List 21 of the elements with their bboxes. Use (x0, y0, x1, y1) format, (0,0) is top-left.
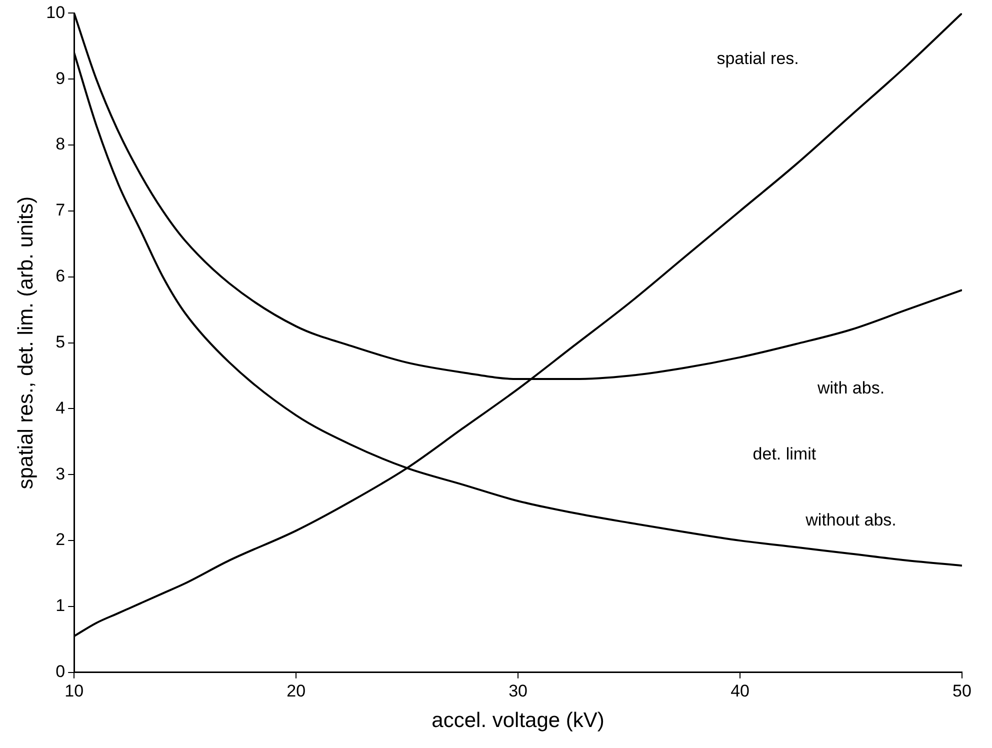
y-tick-label: 4 (56, 398, 66, 418)
x-axis-title: accel. voltage (kV) (432, 709, 604, 732)
x-tick-label: 20 (286, 681, 306, 700)
y-tick-label: 2 (56, 530, 66, 550)
annotation: spatial res. (716, 49, 799, 68)
y-tick-label: 3 (56, 464, 66, 484)
annotation: without abs. (804, 510, 896, 530)
y-tick-label: 1 (56, 596, 66, 616)
y-axis-title: spatial res., det. lim. (arb. units) (14, 196, 38, 490)
y-tick-label: 8 (56, 134, 66, 154)
y-tick-label: 7 (56, 200, 66, 220)
x-tick-label: 50 (952, 681, 972, 700)
y-tick-label: 9 (56, 68, 66, 88)
y-tick-label: 0 (56, 662, 66, 682)
y-tick-label: 10 (46, 2, 66, 22)
annotation: det. limit (752, 444, 816, 464)
annotation: with abs. (816, 378, 885, 398)
x-tick-label: 30 (508, 681, 528, 700)
y-tick-label: 6 (56, 266, 66, 286)
y-tick-label: 5 (56, 332, 66, 352)
x-tick-label: 40 (730, 681, 750, 700)
